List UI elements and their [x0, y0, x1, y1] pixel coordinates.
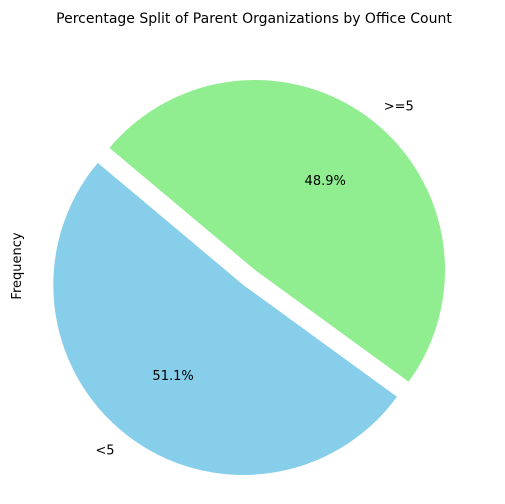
pie-slices [53, 80, 446, 475]
pie-slice-ge5 [109, 80, 446, 382]
slice-label: >=5 [384, 99, 414, 114]
slice-percentage-label: 48.9% [305, 174, 346, 189]
slice-label: <5 [95, 444, 114, 459]
pie-slice-lt5 [53, 162, 397, 475]
y-axis-label: Frequency [10, 232, 25, 299]
pie-labels: <5 51.1% >=5 48.9% [95, 99, 413, 458]
slice-percentage-label: 51.1% [152, 369, 193, 384]
chart-title: Percentage Split of Parent Organizations… [56, 11, 452, 27]
